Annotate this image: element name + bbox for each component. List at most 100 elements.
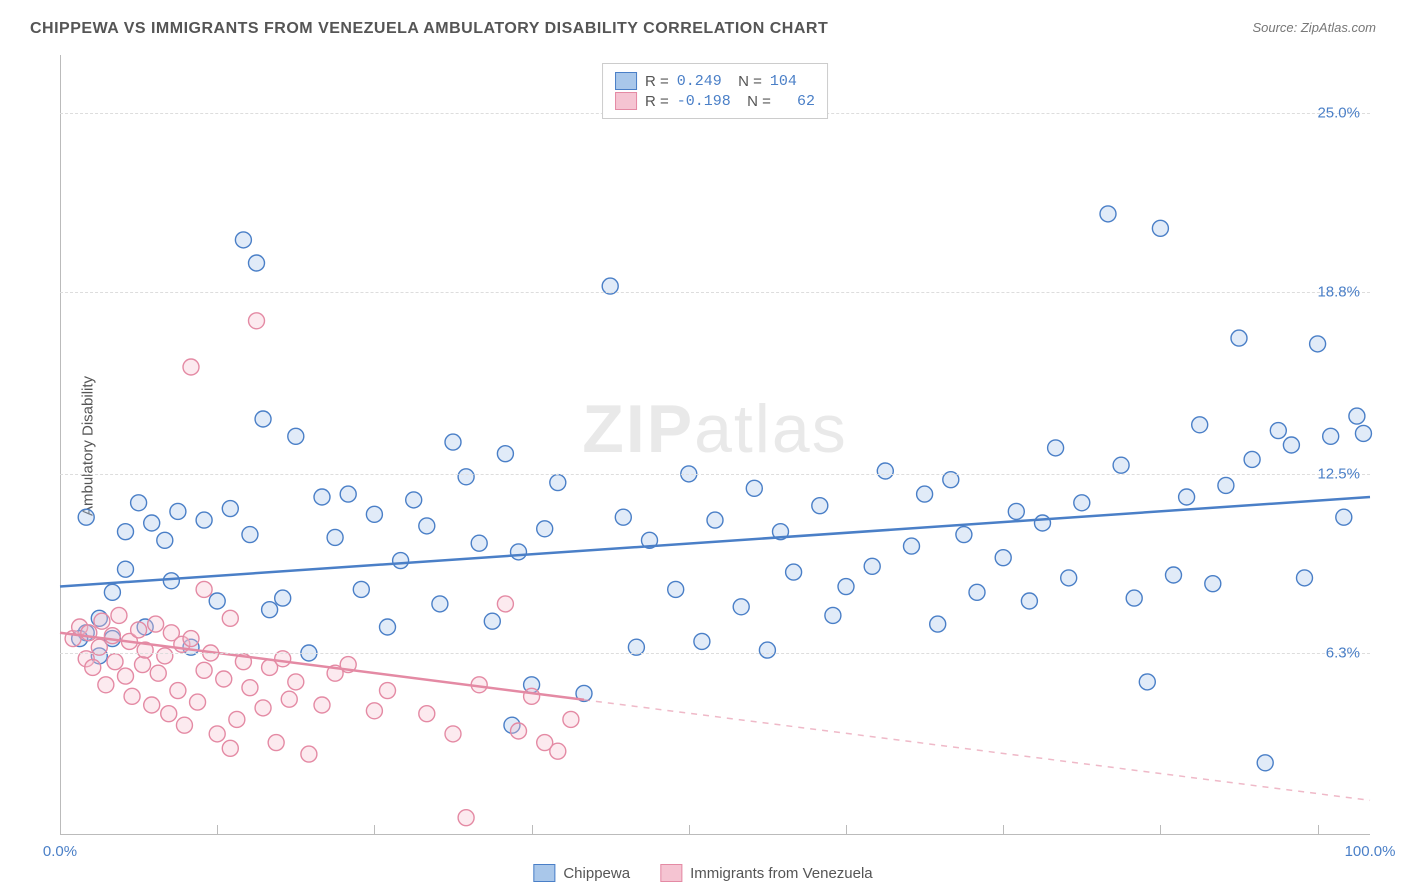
legend-swatch <box>533 864 555 882</box>
n-label: N = <box>730 73 762 90</box>
data-point <box>190 694 206 710</box>
data-point <box>281 691 297 707</box>
data-point <box>615 509 631 525</box>
data-point <box>458 469 474 485</box>
data-point <box>249 313 265 329</box>
data-point <box>694 633 710 649</box>
data-point <box>1231 330 1247 346</box>
data-point <box>1061 570 1077 586</box>
data-point <box>301 746 317 762</box>
data-point <box>242 527 258 543</box>
y-tick-label: 6.3% <box>1326 645 1360 662</box>
data-point <box>537 521 553 537</box>
data-point <box>838 579 854 595</box>
data-point <box>471 535 487 551</box>
data-point <box>1126 590 1142 606</box>
data-point <box>163 573 179 589</box>
data-point <box>497 446 513 462</box>
data-point <box>235 232 251 248</box>
data-point <box>563 711 579 727</box>
data-point <box>176 717 192 733</box>
legend-row-series1: R = 0.249 N = 104 <box>615 72 815 90</box>
data-point <box>314 697 330 713</box>
data-point <box>1035 515 1051 531</box>
data-point <box>1349 408 1365 424</box>
data-point <box>904 538 920 554</box>
trend-line-dashed <box>584 700 1370 801</box>
data-point <box>1179 489 1195 505</box>
data-point <box>956 527 972 543</box>
x-tick-label-right: 100.0% <box>1345 843 1396 860</box>
n-value-1: 104 <box>770 73 797 90</box>
data-point <box>1297 570 1313 586</box>
data-point <box>340 486 356 502</box>
data-point <box>78 509 94 525</box>
x-tick <box>846 825 847 835</box>
data-point <box>759 642 775 658</box>
data-point <box>118 561 134 577</box>
data-point <box>98 677 114 693</box>
data-point <box>406 492 422 508</box>
data-point <box>1048 440 1064 456</box>
data-point <box>314 489 330 505</box>
data-point <box>917 486 933 502</box>
y-tick-label: 12.5% <box>1317 465 1360 482</box>
legend-item: Chippewa <box>533 864 630 882</box>
data-point <box>1113 457 1129 473</box>
data-point <box>1166 567 1182 583</box>
data-point <box>222 610 238 626</box>
data-point <box>524 688 540 704</box>
data-point <box>393 553 409 569</box>
data-point <box>288 428 304 444</box>
data-point <box>366 506 382 522</box>
data-point <box>864 558 880 574</box>
y-tick-label: 18.8% <box>1317 283 1360 300</box>
data-point <box>222 501 238 517</box>
r-label: R = <box>645 93 669 110</box>
data-point <box>445 726 461 742</box>
data-point <box>969 584 985 600</box>
data-point <box>484 613 500 629</box>
data-point <box>118 524 134 540</box>
series-legend: ChippewaImmigrants from Venezuela <box>533 864 872 882</box>
legend-row-series2: R = -0.198 N = 62 <box>615 92 815 110</box>
x-tick-label-left: 0.0% <box>43 843 77 860</box>
data-point <box>380 619 396 635</box>
data-point <box>249 255 265 271</box>
data-point <box>445 434 461 450</box>
data-point <box>268 735 284 751</box>
data-point <box>135 657 151 673</box>
data-point <box>131 622 147 638</box>
data-point <box>930 616 946 632</box>
data-point <box>1021 593 1037 609</box>
data-point <box>995 550 1011 566</box>
data-point <box>458 810 474 826</box>
x-tick <box>689 825 690 835</box>
data-point <box>255 700 271 716</box>
x-tick <box>217 825 218 835</box>
swatch-series1 <box>615 72 637 90</box>
data-point <box>419 706 435 722</box>
data-point <box>144 515 160 531</box>
data-point <box>94 613 110 629</box>
data-point <box>550 475 566 491</box>
data-point <box>668 581 684 597</box>
data-point <box>1244 451 1260 467</box>
gridline-h <box>60 292 1370 293</box>
data-point <box>255 411 271 427</box>
data-point <box>216 671 232 687</box>
data-point <box>511 723 527 739</box>
y-tick-label: 25.0% <box>1317 104 1360 121</box>
data-point <box>1218 477 1234 493</box>
data-point <box>353 581 369 597</box>
data-point <box>107 654 123 670</box>
data-point <box>550 743 566 759</box>
data-point <box>1283 437 1299 453</box>
data-point <box>85 659 101 675</box>
data-point <box>497 596 513 612</box>
data-point <box>707 512 723 528</box>
data-point <box>157 532 173 548</box>
data-point <box>131 495 147 511</box>
legend-label: Chippewa <box>563 865 630 882</box>
data-point <box>825 607 841 623</box>
